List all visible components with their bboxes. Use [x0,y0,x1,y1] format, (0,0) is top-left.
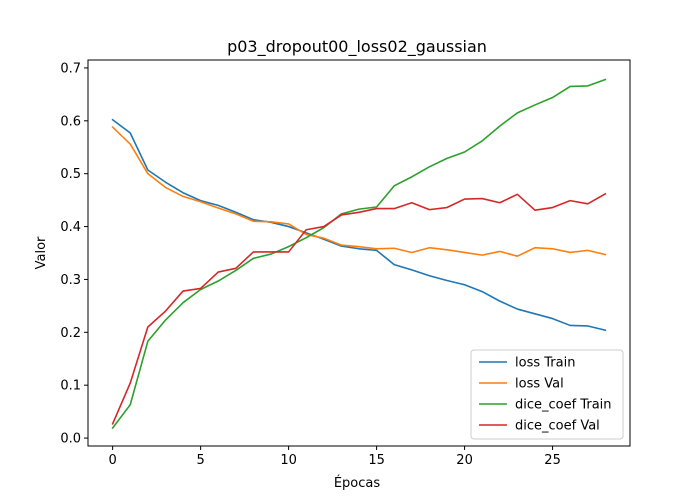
plot-area: 0 5 10 15 20 25 0.0 0.1 0.2 0.3 0.4 0.5 0.6 0.7 [60,59,631,468]
y-tick-label: 0.7 [60,61,81,76]
x-tick-label: 5 [196,453,204,468]
x-tick-label: 15 [368,453,385,468]
y-tick-label: 0.4 [60,220,81,235]
y-tick-label: 0.6 [60,114,81,129]
series-line-loss-train [111,118,607,332]
y-tick-label: 0.3 [60,273,81,288]
x-tick-label: 0 [108,453,116,468]
legend-entry: dice_coef Train [515,398,612,413]
y-tick-label: 0.1 [60,379,81,394]
x-tick-label: 25 [544,453,561,468]
series-line-dice-coef-val [111,192,607,425]
legend: loss Train loss Val dice_coef Train dice_co… [470,349,624,440]
x-tick-label: 20 [456,453,473,468]
axes-frame [87,59,631,447]
x-tick-label: 10 [280,453,297,468]
x-axis-label: Épocas [334,475,381,491]
chart-title: p03_dropout00_loss02_gaussian [227,37,487,57]
y-axis-label: Valor [34,236,49,269]
legend-entry: loss Train [515,356,575,371]
legend-entry: dice_coef Val [515,419,600,434]
y-tick-label: 0.2 [60,326,81,341]
y-tick-label: 0.5 [60,167,81,182]
series-line-dice-coef-train [111,78,607,430]
series-line-loss-val [111,126,607,257]
legend-box [470,349,624,440]
legend-entry: loss Val [515,377,564,392]
y-tick-label: 0.0 [60,432,81,447]
